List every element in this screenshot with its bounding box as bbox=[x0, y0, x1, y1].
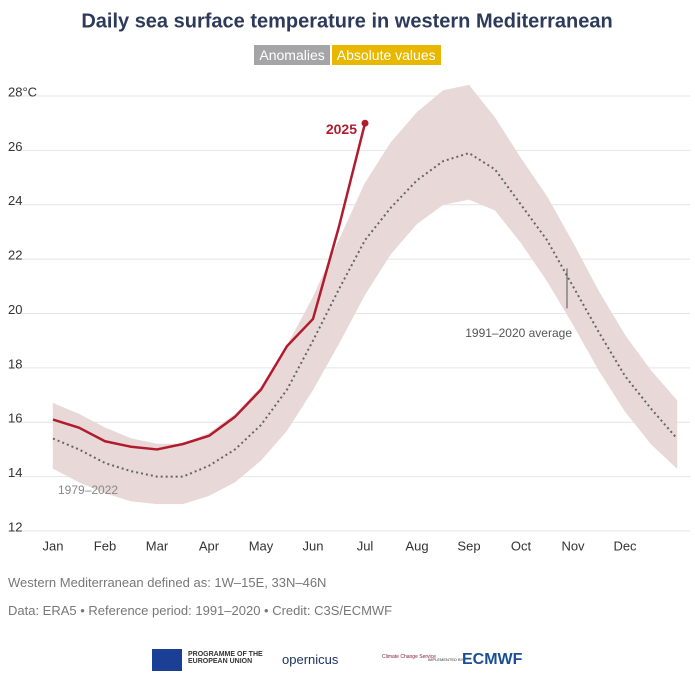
toggle-group: Anomalies Absolute values bbox=[0, 45, 695, 65]
year-line bbox=[52, 122, 367, 451]
note: Western Mediterranean defined as: 1W–15E… bbox=[8, 575, 327, 590]
band-label: 1979–2022 bbox=[58, 483, 118, 497]
range-band bbox=[234, 386, 262, 483]
x-tick-label: Jul bbox=[357, 538, 374, 553]
eu-text: PROGRAMME OF THE EUROPEAN UNION bbox=[188, 651, 263, 665]
range-band bbox=[650, 369, 678, 470]
range-band bbox=[260, 345, 288, 461]
average-line bbox=[52, 152, 678, 478]
y-tick-label: 24 bbox=[8, 193, 22, 208]
y-tick-label: 20 bbox=[8, 302, 22, 317]
range-band bbox=[156, 443, 184, 505]
y-tick-label: 14 bbox=[8, 465, 22, 480]
x-tick-label: Sep bbox=[457, 538, 480, 553]
x-tick-label: Jan bbox=[43, 538, 64, 553]
range-band bbox=[494, 116, 522, 244]
c3s: Climate Change Service bbox=[382, 654, 436, 660]
range-band bbox=[390, 111, 418, 255]
ecmwf: ECMWF bbox=[462, 651, 523, 668]
x-tick-label: Jun bbox=[303, 538, 324, 553]
range-band bbox=[520, 157, 548, 282]
range-band bbox=[52, 402, 80, 483]
credit: Data: ERA5 • Reference period: 1991–2020… bbox=[8, 603, 393, 618]
x-tick-label: May bbox=[249, 538, 274, 553]
chart-title: Daily sea surface temperature in western… bbox=[81, 10, 612, 32]
x-tick-label: Mar bbox=[146, 538, 169, 553]
y-tick-label: 26 bbox=[8, 139, 22, 154]
x-tick-label: Nov bbox=[561, 538, 585, 553]
range-band bbox=[78, 413, 106, 494]
range-band bbox=[546, 195, 574, 326]
y-tick-label: 18 bbox=[8, 356, 22, 371]
copernicus: opernicus bbox=[282, 652, 339, 667]
y-tick-label: 22 bbox=[8, 248, 22, 263]
logos: PROGRAMME OF THE EUROPEAN UNION opernicu… bbox=[150, 648, 550, 674]
implemented: IMPLEMENTED BY bbox=[428, 657, 464, 662]
x-tick-label: Dec bbox=[613, 538, 637, 553]
range-band bbox=[624, 334, 652, 445]
average-label: 1991–2020 average bbox=[465, 326, 572, 340]
x-tick-label: Feb bbox=[94, 538, 116, 553]
end-dot bbox=[361, 119, 369, 127]
absolute-button[interactable]: Absolute values bbox=[331, 45, 441, 65]
y-tick-label: 28°C bbox=[8, 84, 37, 99]
range-band bbox=[442, 84, 470, 206]
y-tick-label: 16 bbox=[8, 411, 22, 426]
y-tick-label: 12 bbox=[8, 519, 22, 534]
anomalies-button[interactable]: Anomalies bbox=[254, 45, 330, 65]
x-tick-label: Apr bbox=[199, 538, 220, 553]
range-band bbox=[598, 290, 626, 413]
range-band bbox=[286, 297, 314, 432]
range-band bbox=[468, 84, 496, 211]
range-band bbox=[416, 90, 444, 225]
x-tick-label: Oct bbox=[511, 538, 532, 553]
range-band bbox=[572, 242, 600, 372]
year-label: 2025 bbox=[326, 121, 357, 137]
x-tick-label: Aug bbox=[405, 538, 428, 553]
eu-flag bbox=[152, 649, 182, 671]
range-band bbox=[364, 141, 392, 296]
